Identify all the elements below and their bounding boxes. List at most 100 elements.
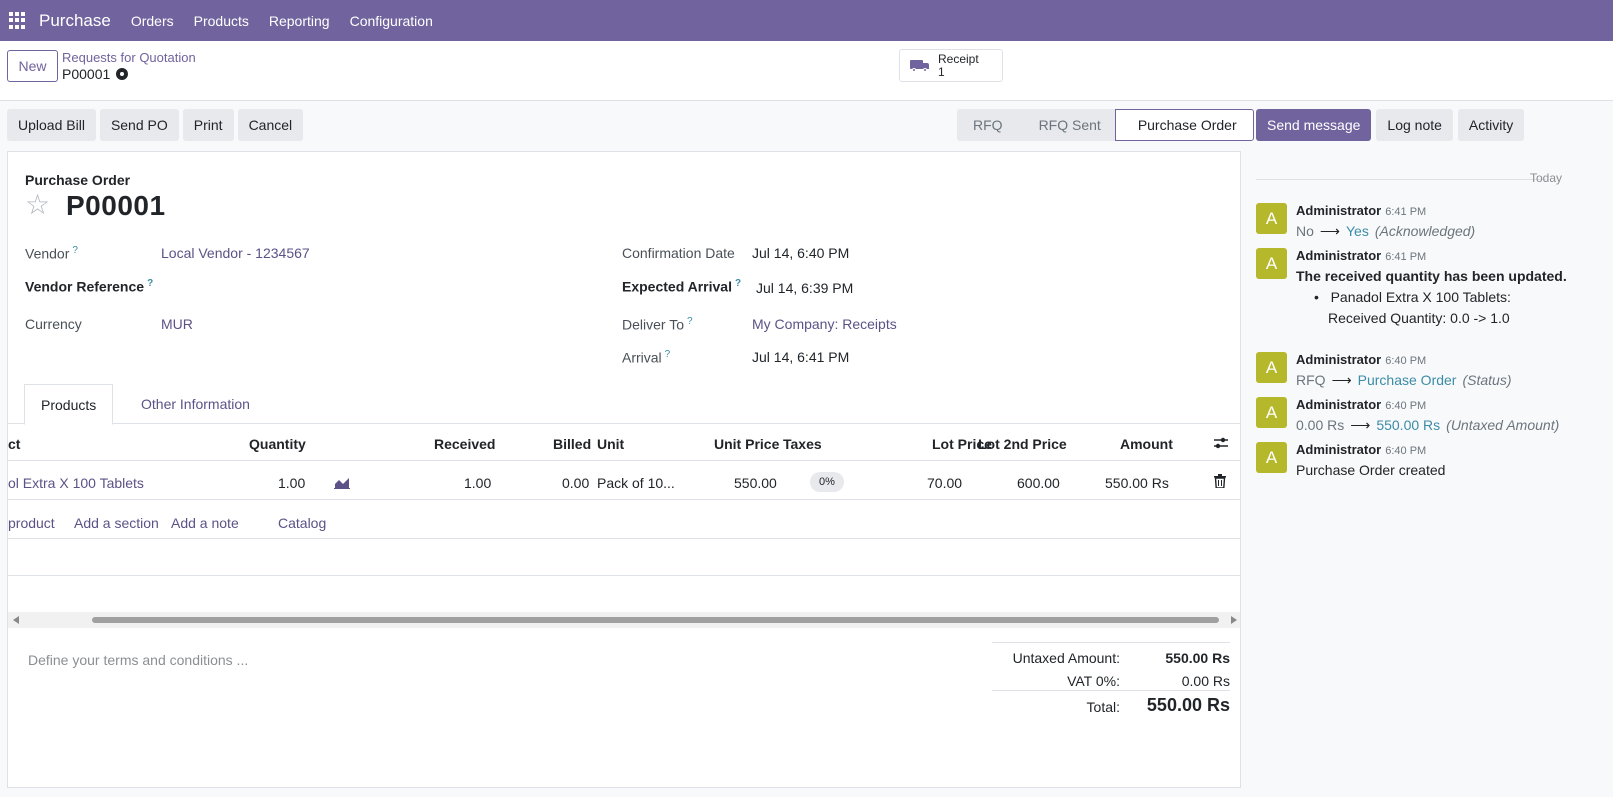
col-quantity[interactable]: Quantity — [249, 436, 306, 452]
avatar[interactable]: A — [1256, 248, 1287, 279]
message-author: Administrator 6:40 PM — [1296, 352, 1427, 367]
menu-reporting[interactable]: Reporting — [268, 12, 330, 29]
add-product-link[interactable]: product — [8, 515, 55, 531]
vendor-field[interactable]: Local Vendor - 1234567 — [161, 245, 310, 261]
currency-label: Currency — [25, 316, 82, 332]
total-label: Total: — [1086, 699, 1120, 715]
col-lot-2nd-price[interactable]: Lot 2nd Price — [978, 436, 1067, 452]
message-author: Administrator 6:41 PM — [1296, 248, 1427, 263]
help-mark[interactable]: ? — [147, 278, 154, 289]
form-actions: Upload Bill Send PO Print Cancel — [7, 109, 304, 141]
vat-amount: 0.00 Rs — [1181, 673, 1230, 689]
totals-divider — [992, 690, 1230, 691]
row-received[interactable]: 1.00 — [464, 475, 492, 491]
star-icon[interactable]: ☆ — [25, 189, 51, 220]
stage-rfq[interactable]: RFQ — [957, 109, 1017, 141]
menu-orders[interactable]: Orders — [130, 12, 174, 29]
total-amount: 550.00 Rs — [1146, 695, 1230, 715]
po-name: P00001 — [66, 190, 166, 221]
row-amount: 550.00 Rs — [1105, 475, 1169, 491]
avatar[interactable]: A — [1256, 397, 1287, 428]
untaxed-label: Untaxed Amount: — [1012, 650, 1120, 666]
add-note-link[interactable]: Add a note — [171, 515, 239, 531]
row-unit[interactable]: Pack of 10... — [597, 475, 675, 491]
arrival-field[interactable]: Jul 14, 6:41 PM — [752, 349, 850, 365]
avatar[interactable]: A — [1256, 203, 1287, 234]
gear-icon[interactable] — [116, 68, 129, 80]
send-po-button[interactable]: Send PO — [99, 109, 179, 141]
cancel-button[interactable]: Cancel — [237, 109, 304, 141]
app-name[interactable]: Purchase — [39, 10, 111, 30]
app-grid-icon[interactable] — [9, 11, 27, 30]
scroll-right-icon[interactable] — [1231, 616, 1237, 624]
message-time: 6:40 PM — [1385, 445, 1427, 457]
expected-arrival-field[interactable]: Jul 14, 6:39 PM — [756, 280, 854, 296]
help-mark[interactable]: ? — [734, 278, 742, 289]
arrow-right-icon: ⟶ — [1319, 223, 1340, 239]
smart-button-count: 1 — [938, 64, 945, 79]
row-product[interactable]: ol Extra X 100 Tablets — [8, 475, 144, 491]
arrival-label: Arrival? — [622, 349, 671, 366]
message-author: Administrator 6:40 PM — [1296, 397, 1427, 412]
add-section-link[interactable]: Add a section — [74, 515, 159, 531]
row-unit-price[interactable]: 550.00 — [734, 475, 777, 491]
col-lot-price[interactable]: Lot Price — [932, 436, 992, 452]
row-divider — [8, 499, 1240, 500]
help-mark[interactable]: ? — [72, 245, 78, 256]
log-note-button[interactable]: Log note — [1376, 109, 1453, 141]
terms-input[interactable]: Define your terms and conditions ... — [28, 652, 249, 668]
tab-products[interactable]: Products — [24, 384, 114, 425]
expected-arrival-label: Expected Arrival? — [622, 278, 742, 295]
currency-field[interactable]: MUR — [161, 316, 193, 332]
tab-other-information[interactable]: Other Information — [141, 396, 250, 412]
col-taxes[interactable]: Taxes — [783, 436, 822, 452]
record-name: P00001 — [62, 66, 111, 82]
row-quantity[interactable]: 1.00 — [278, 475, 306, 491]
col-amount[interactable]: Amount — [1120, 436, 1173, 452]
row-lot-2nd-price[interactable]: 600.00 — [1017, 475, 1060, 491]
trash-icon[interactable] — [1214, 474, 1226, 488]
menu-products[interactable]: Products — [193, 12, 249, 29]
tracking-line: 0.00 Rs ⟶ 550.00 Rs (Untaxed Amount) — [1296, 417, 1560, 433]
confirmation-date-field[interactable]: Jul 14, 6:40 PM — [752, 245, 850, 261]
row-lot-price[interactable]: 70.00 — [927, 475, 963, 491]
deliver-to-field[interactable]: My Company: Receipts — [752, 316, 897, 332]
activity-button[interactable]: Activity — [1457, 109, 1525, 141]
avatar[interactable]: A — [1256, 442, 1287, 473]
scroll-left-icon[interactable] — [13, 616, 19, 624]
help-mark[interactable]: ? — [664, 349, 671, 360]
menu-configuration[interactable]: Configuration — [349, 12, 433, 29]
date-separator-line — [1256, 179, 1546, 180]
stage-rfq-sent[interactable]: RFQ Sent — [1016, 109, 1115, 141]
new-button[interactable]: New — [7, 50, 58, 82]
upload-bill-button[interactable]: Upload Bill — [7, 109, 96, 141]
truck-icon — [910, 59, 930, 72]
help-mark[interactable]: ? — [687, 316, 693, 327]
column-settings-icon[interactable] — [1213, 436, 1229, 450]
col-unit[interactable]: Unit — [597, 436, 625, 452]
avatar[interactable]: A — [1256, 352, 1287, 383]
table-scrollbar[interactable] — [8, 612, 1240, 628]
scroll-thumb[interactable] — [92, 617, 1219, 623]
row-divider — [8, 575, 1240, 576]
breadcrumb[interactable]: Requests for Quotation — [62, 50, 196, 65]
vendor-label: Vendor? — [25, 245, 78, 262]
message-author: Administrator 6:40 PM — [1296, 442, 1427, 457]
stage-purchase-order[interactable]: Purchase Order — [1114, 109, 1254, 141]
col-billed[interactable]: Billed — [553, 436, 592, 452]
tax-badge[interactable]: 0% — [810, 472, 844, 492]
print-button[interactable]: Print — [182, 109, 234, 141]
send-message-button[interactable]: Send message — [1256, 109, 1372, 141]
forecast-chart-icon[interactable] — [334, 476, 350, 489]
message-time: 6:40 PM — [1385, 355, 1427, 367]
col-product[interactable]: ct — [8, 436, 21, 452]
chatter-actions: Send message Log note Activity — [1256, 109, 1525, 141]
untaxed-amount: 550.00 Rs — [1165, 650, 1230, 666]
confirmation-date-label: Confirmation Date — [622, 245, 735, 261]
receipt-smart-button[interactable]: Receipt 1 — [899, 49, 1003, 82]
catalog-link[interactable]: Catalog — [278, 515, 327, 531]
col-received[interactable]: Received — [434, 436, 496, 452]
message-time: 6:40 PM — [1385, 400, 1427, 412]
col-unit-price[interactable]: Unit Price — [714, 436, 780, 452]
message-author: Administrator 6:41 PM — [1296, 203, 1427, 218]
